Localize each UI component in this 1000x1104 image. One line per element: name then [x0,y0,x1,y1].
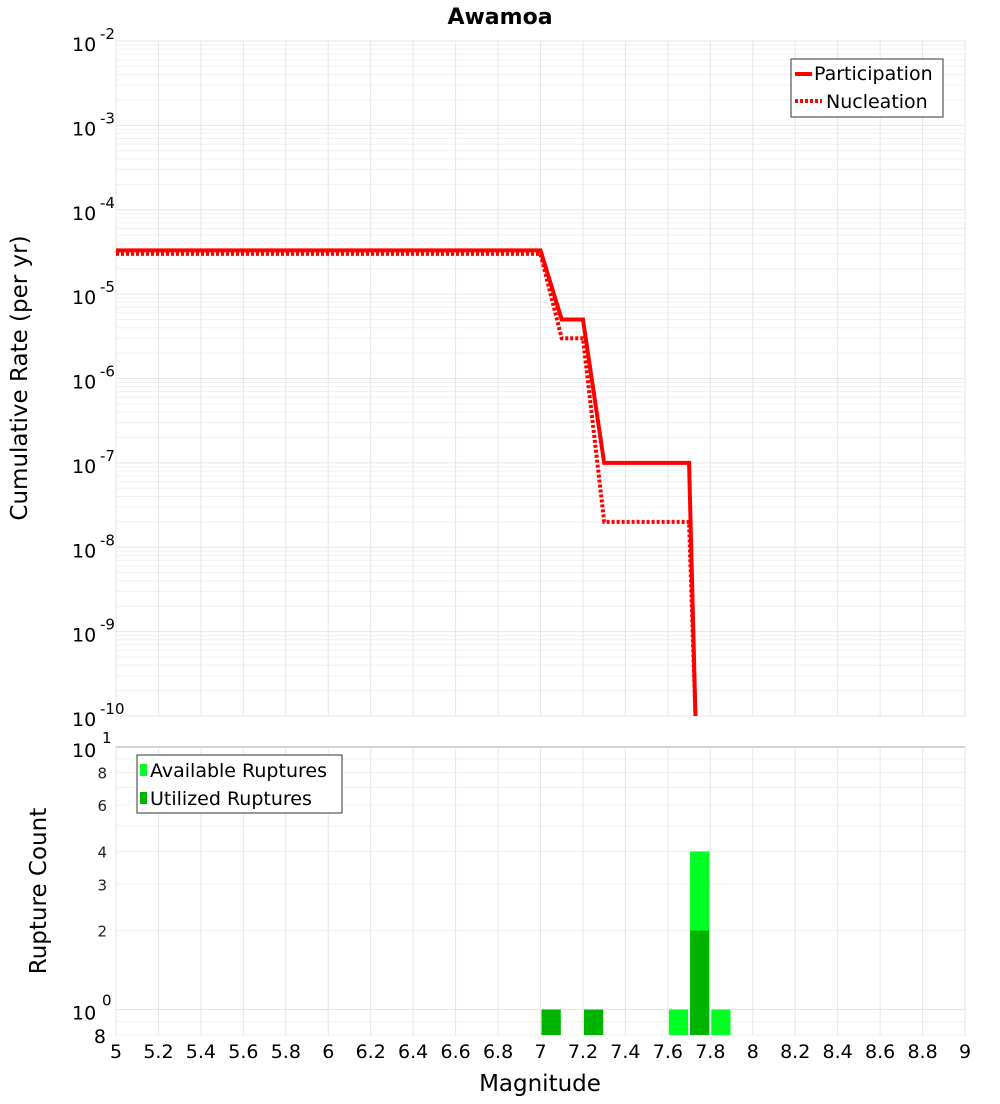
utilized-legend-swatch [140,792,147,804]
top-y-tick-exponent: -8 [100,531,115,549]
x-tick-labels: 5 5.2 5.4 5.6 5.8 6 6.2 6.4 6.6 6.8 7 7.2 7.4 7.6 7.8 8… [110,1041,971,1063]
x-tick-label: 7.4 [610,1041,640,1063]
x-tick-label: 8.4 [823,1041,853,1063]
x-tick-label: 7 [534,1041,546,1063]
available-legend-swatch [140,764,147,776]
bottom-y-minor-tick-label: 8 [97,764,107,782]
top-legend-box [790,58,944,118]
top-y-tick-exponent: -9 [100,616,115,634]
bottom-y-axis-title: Rupture Count [26,808,52,974]
top-y-tick-label: 10 [72,34,96,56]
x-tick-label: 5.2 [143,1041,173,1063]
utilized-ruptures-bar [541,1009,561,1035]
top-y-tick-label: 10 [72,118,96,140]
utilized-ruptures-bar [690,930,710,1035]
top-y-tick-exponent: -3 [100,109,115,127]
top-y-tick-exponent: -10 [100,700,125,718]
available-legend-label: Available Ruptures [150,760,327,782]
top-y-tick-exponent: -2 [100,25,115,43]
bottom-y-minor-tick-label: 2 [97,923,107,941]
bottom-y-minor-tick-label: 4 [97,843,107,861]
x-tick-label: 8.6 [865,1041,895,1063]
x-tick-label: 6.6 [440,1041,470,1063]
x-tick-label: 6.2 [356,1041,386,1063]
x-tick-label: 8 [747,1041,759,1063]
top-y-tick-label: 10 [72,456,96,478]
bottom-y-minor-tick-label: 3 [97,876,107,894]
x-tick-label: 7.6 [653,1041,683,1063]
bottom-y-major-tick-exponent: 1 [102,729,112,747]
x-tick-label: 5.8 [271,1041,301,1063]
top-y-tick-label: 10 [72,709,96,731]
top-series-group [116,248,698,717]
x-tick-label: 5.6 [228,1041,258,1063]
top-y-tick-exponent: -7 [100,447,115,465]
x-axis-title: Magnitude [479,1071,601,1097]
top-gridlines [115,40,966,717]
x-tick-label: 7.8 [695,1041,725,1063]
bottom-y-minor-tick-label: 8 [94,1026,106,1048]
bottom-y-major-tick-label: 10 [72,1003,96,1025]
x-tick-label: 8.2 [780,1041,810,1063]
top-y-tick-exponent: -6 [100,363,115,381]
chart-title: Awamoa [447,5,552,30]
nucleation-legend-label: Nucleation [826,91,928,113]
top-legend: Participation Nucleation [790,58,944,118]
participation-legend-label: Participation [814,63,933,85]
bottom-y-minor-tick-label: 6 [97,797,107,815]
bottom-y-tick-labels: 10 0 10 1 8 2 3 4 6 8 [72,729,112,1048]
top-y-tick-label: 10 [72,372,96,394]
bottom-y-major-tick-label: 10 [72,740,96,762]
available-ruptures-bar [668,1009,689,1035]
top-y-tick-label: 10 [72,203,96,225]
top-y-tick-exponent: -5 [100,278,115,296]
x-tick-label: 6 [322,1041,334,1063]
top-y-tick-exponent: -4 [100,194,115,212]
utilized-ruptures-bar [583,1009,604,1035]
bottom-legend-box [136,754,343,814]
x-tick-label: 5.4 [186,1041,216,1063]
utilized-legend-label: Utilized Ruptures [150,788,312,810]
nucleation-line [116,251,698,717]
x-tick-label: 9 [959,1041,971,1063]
top-y-tick-label: 10 [72,540,96,562]
bottom-y-major-tick-exponent: 0 [102,992,112,1010]
x-tick-label: 6.8 [483,1041,513,1063]
top-y-axis-title: Cumulative Rate (per yr) [7,235,33,520]
bottom-bars-group [541,851,731,1035]
top-y-tick-label: 10 [72,287,96,309]
x-tick-label: 7.2 [568,1041,598,1063]
top-y-tick-label: 10 [72,625,96,647]
available-ruptures-bar [711,1009,731,1035]
bottom-legend: Available Ruptures Utilized Ruptures [136,754,343,814]
x-tick-label: 6.4 [398,1041,428,1063]
x-tick-label: 8.8 [907,1041,937,1063]
x-tick-label: 5 [110,1041,122,1063]
participation-line [116,248,698,717]
